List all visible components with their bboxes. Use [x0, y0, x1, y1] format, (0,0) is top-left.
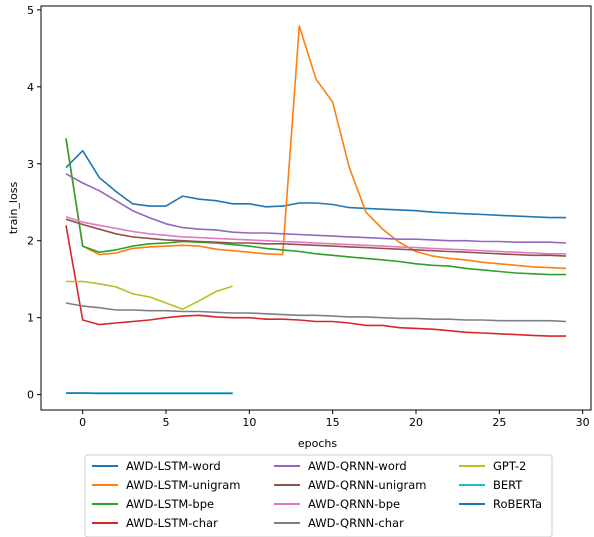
- series-line-1: [65, 25, 567, 270]
- legend-label: AWD-LSTM-bpe: [126, 497, 214, 511]
- series-line-4: [65, 173, 567, 244]
- series-layer: [65, 25, 567, 395]
- plot-frame: [40, 5, 592, 411]
- series-line-3: [65, 225, 566, 337]
- y-tick-label: 1: [27, 312, 34, 325]
- x-tick-label: 25: [492, 416, 506, 429]
- series-line-2: [65, 138, 566, 276]
- axes-layer: 0 5 10 15 20 25 30 0 1 2 3 4 5: [27, 4, 592, 429]
- y-tick-label: 4: [27, 81, 34, 94]
- series-line-5: [65, 218, 567, 257]
- legend-label: AWD-LSTM-char: [126, 516, 218, 530]
- y-tick-label: 0: [27, 389, 34, 402]
- legend-label: AWD-LSTM-unigram: [126, 478, 240, 492]
- y-tick-label: 2: [27, 235, 34, 248]
- x-tick-label: 20: [409, 416, 423, 429]
- series-line-0: [65, 149, 566, 219]
- x-tick-label: 10: [242, 416, 256, 429]
- legend-label: AWD-LSTM-word: [126, 459, 221, 473]
- x-axis-label: epochs: [298, 437, 337, 450]
- legend-label: GPT-2: [493, 459, 526, 473]
- legend-label: RoBERTa: [493, 497, 542, 511]
- y-tick-label: 5: [27, 4, 34, 17]
- legend: AWD-LSTM-word AWD-LSTM-unigram AWD-LSTM-bp…: [84, 454, 553, 537]
- legend-label: AWD-QRNN-char: [308, 516, 404, 530]
- x-tick-label: 15: [326, 416, 340, 429]
- legend-label: AWD-QRNN-unigram: [308, 478, 426, 492]
- series-line-8: [66, 280, 233, 311]
- legend-label: BERT: [493, 478, 523, 492]
- legend-label: AWD-QRNN-bpe: [308, 497, 400, 511]
- x-tick-label: 5: [163, 416, 170, 429]
- legend-label: AWD-QRNN-word: [308, 459, 407, 473]
- legend-box: [84, 454, 553, 537]
- y-tick-label: 3: [27, 158, 34, 171]
- x-tick-label: 30: [576, 416, 590, 429]
- y-axis-label: train_loss: [7, 182, 20, 235]
- x-tick-label: 0: [79, 416, 86, 429]
- series-line-6: [65, 216, 566, 255]
- series-line-7: [65, 302, 567, 323]
